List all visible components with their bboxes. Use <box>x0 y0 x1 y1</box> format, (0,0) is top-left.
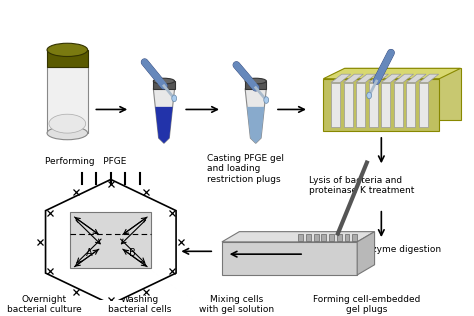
Polygon shape <box>153 89 174 143</box>
Polygon shape <box>222 242 357 275</box>
Polygon shape <box>222 232 374 242</box>
Ellipse shape <box>153 78 174 84</box>
Polygon shape <box>337 234 342 241</box>
Bar <box>331 82 340 127</box>
Text: Casting PFGE gel
and loading
restriction plugs: Casting PFGE gel and loading restriction… <box>208 154 284 184</box>
Polygon shape <box>298 234 303 241</box>
Polygon shape <box>419 74 439 82</box>
Polygon shape <box>329 234 334 241</box>
Bar <box>344 82 353 127</box>
Polygon shape <box>306 234 311 241</box>
Polygon shape <box>323 79 439 131</box>
Ellipse shape <box>172 95 177 102</box>
Bar <box>382 82 391 127</box>
Polygon shape <box>331 74 351 82</box>
Text: Washing
bacterial cells: Washing bacterial cells <box>109 295 172 314</box>
Polygon shape <box>394 74 414 82</box>
Text: Mixing cells
with gel solution: Mixing cells with gel solution <box>199 295 274 314</box>
Bar <box>153 81 174 89</box>
Polygon shape <box>369 74 389 82</box>
Polygon shape <box>321 234 326 241</box>
Polygon shape <box>357 232 374 275</box>
Bar <box>369 82 378 127</box>
Ellipse shape <box>47 126 88 140</box>
Text: Restriction enzyme digestion: Restriction enzyme digestion <box>309 245 441 254</box>
Ellipse shape <box>245 78 266 84</box>
Bar <box>356 82 365 127</box>
Bar <box>394 82 403 127</box>
Polygon shape <box>382 74 401 82</box>
Polygon shape <box>407 74 426 82</box>
Polygon shape <box>46 179 176 304</box>
Polygon shape <box>352 234 357 241</box>
Bar <box>70 212 151 268</box>
Ellipse shape <box>367 92 372 99</box>
Text: Lysis of bacteria and
proteinase K treatment: Lysis of bacteria and proteinase K treat… <box>309 176 414 195</box>
Ellipse shape <box>47 43 88 57</box>
Polygon shape <box>245 89 266 143</box>
Bar <box>419 82 428 127</box>
Text: Overnight
bacterial culture: Overnight bacterial culture <box>7 295 82 314</box>
Bar <box>47 67 88 133</box>
Text: B: B <box>128 248 136 258</box>
Polygon shape <box>155 107 173 143</box>
Ellipse shape <box>49 114 86 133</box>
Bar <box>245 81 266 89</box>
Polygon shape <box>356 74 376 82</box>
Ellipse shape <box>264 97 269 103</box>
Bar <box>407 82 416 127</box>
Polygon shape <box>314 234 319 241</box>
Text: Performing   PFGE: Performing PFGE <box>45 157 127 166</box>
Polygon shape <box>345 234 349 241</box>
Polygon shape <box>323 68 461 79</box>
Text: A: A <box>86 248 93 258</box>
Polygon shape <box>247 107 264 143</box>
Bar <box>47 50 88 67</box>
Polygon shape <box>344 74 364 82</box>
Polygon shape <box>345 68 461 120</box>
Text: Forming cell-embedded
gel plugs: Forming cell-embedded gel plugs <box>313 295 420 314</box>
